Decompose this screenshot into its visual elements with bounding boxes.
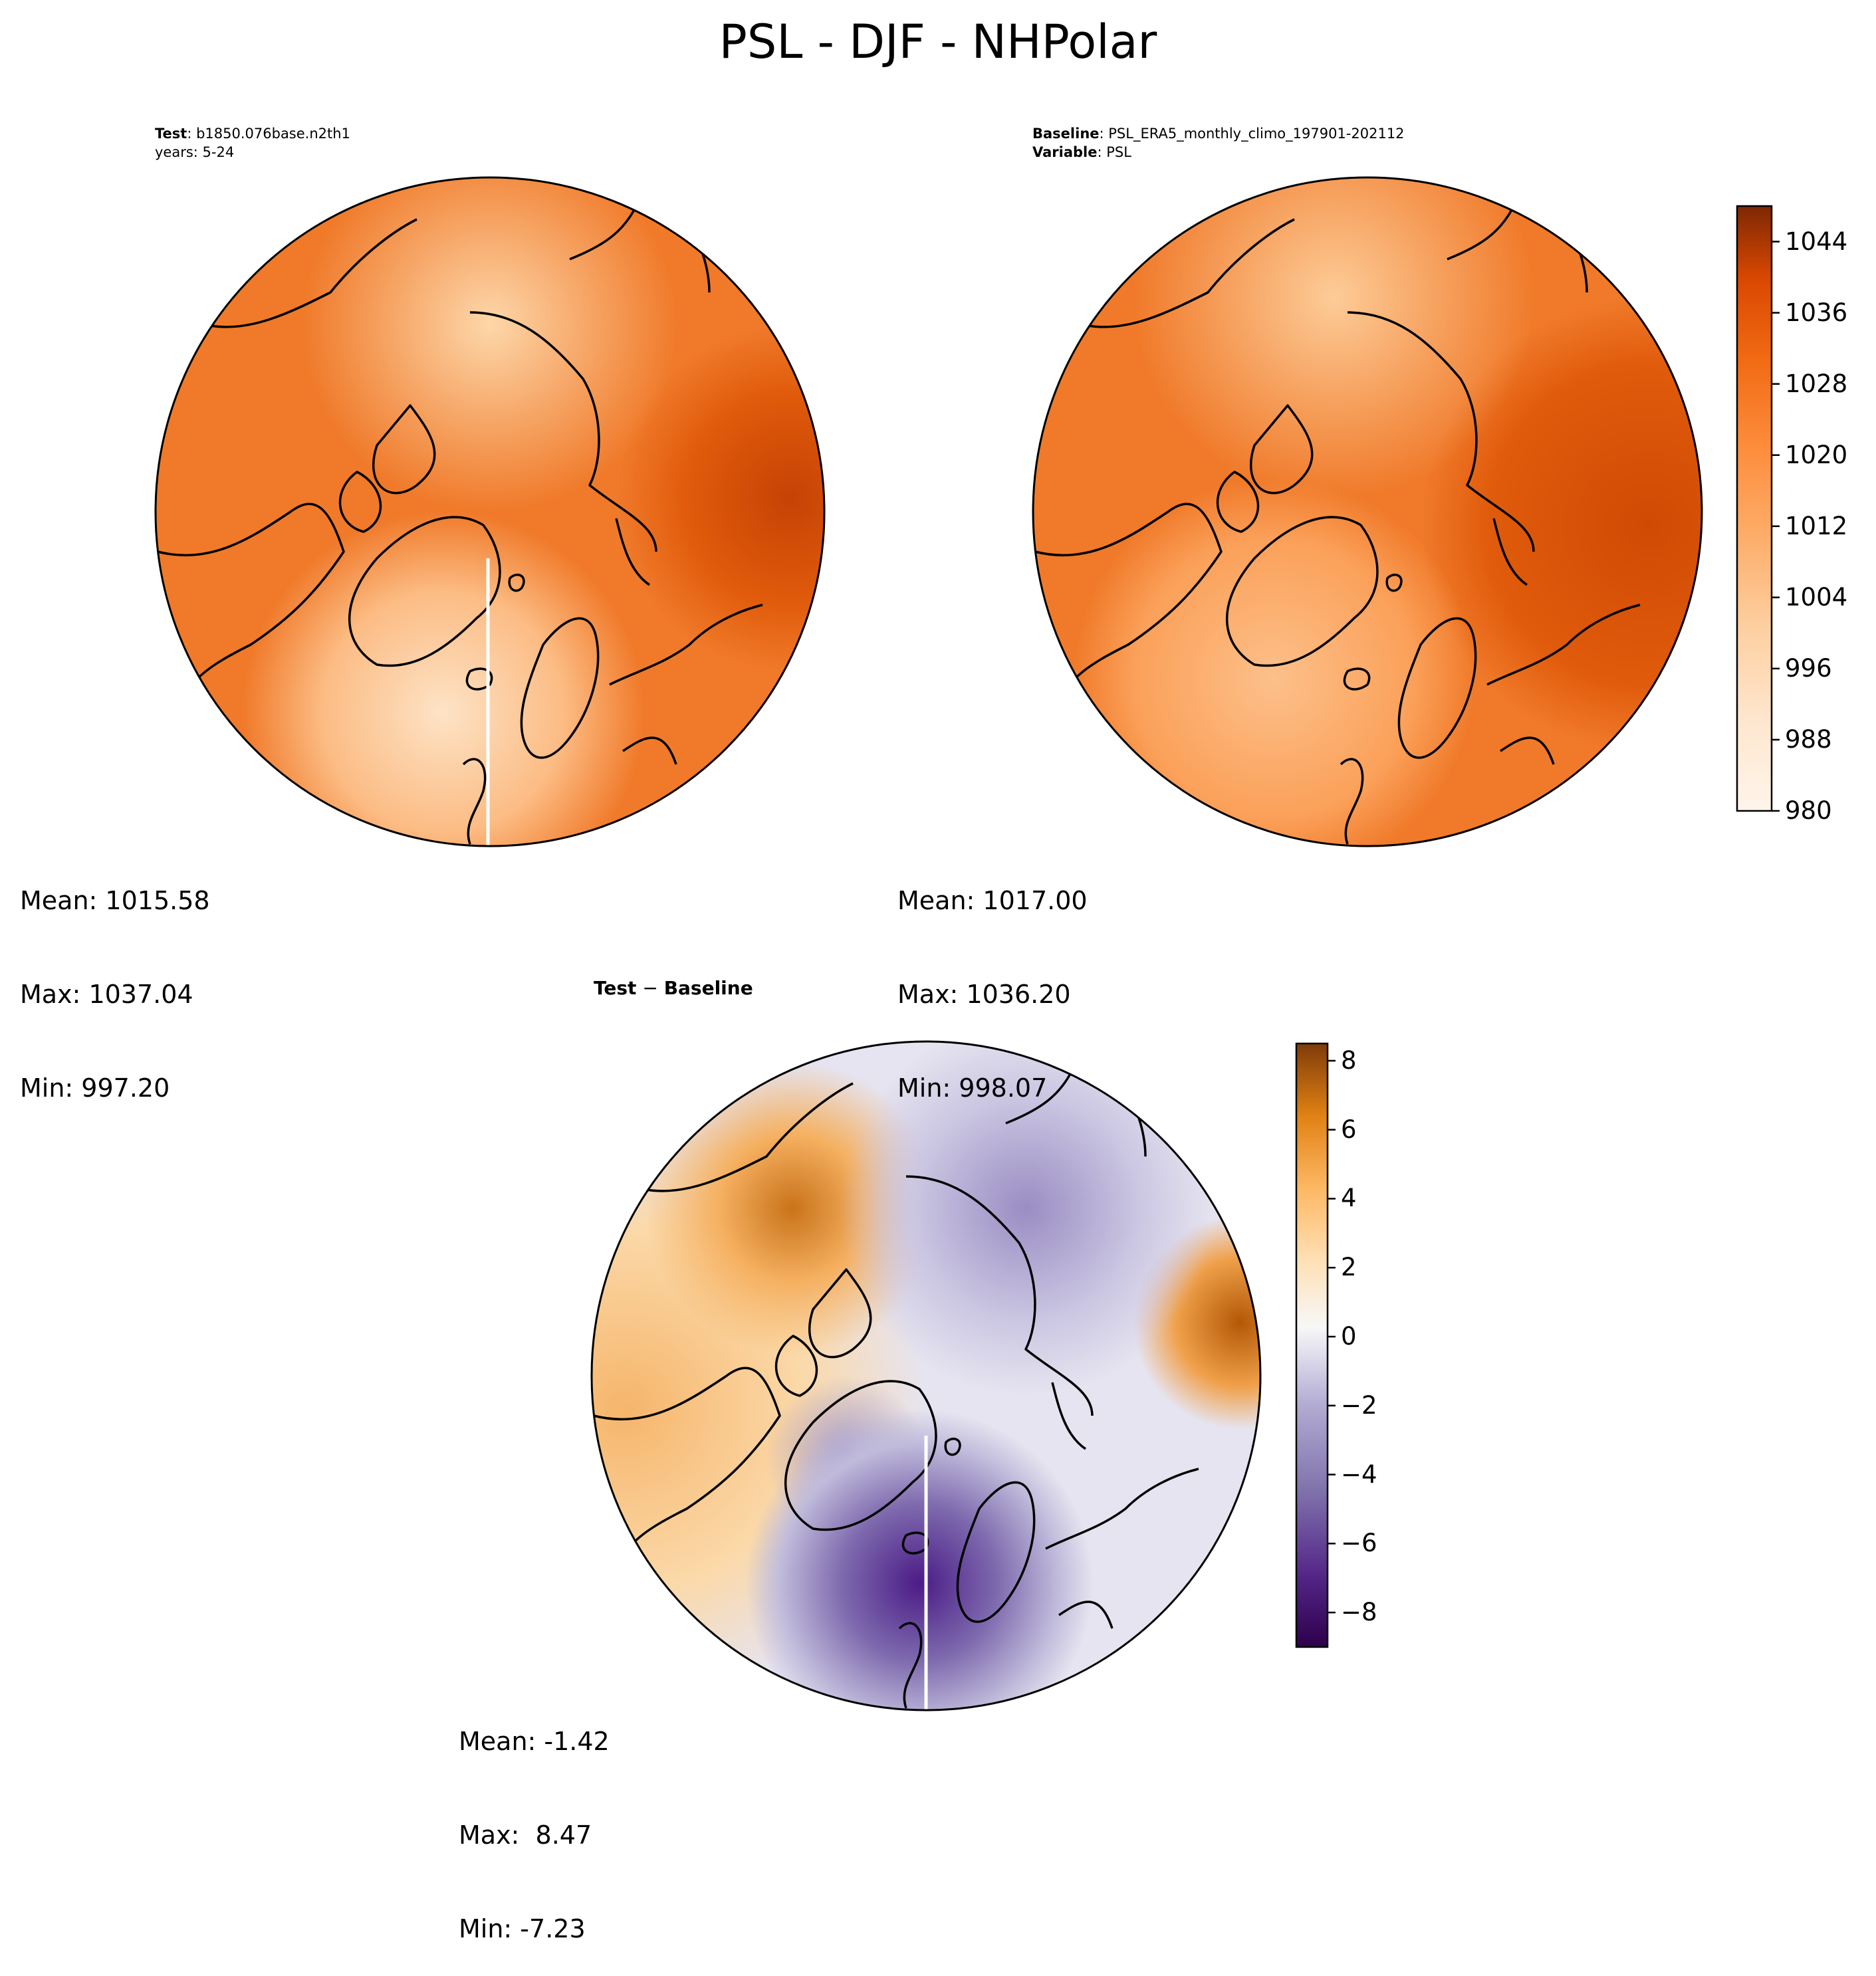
absolute-tick-label: 1004 [1785,582,1848,611]
diff-label-operator: − [636,977,664,999]
test-map [154,176,826,847]
baseline-mean: Mean: 1017.00 [897,886,1088,915]
diff-min: Min: -7.23 [459,1914,586,1943]
baseline-max: Max: 1036.20 [897,980,1071,1009]
diff-panel-header: Test − Baseline [594,977,753,999]
absolute-tick-label: 980 [1785,796,1832,825]
difference-tick-label: 4 [1341,1184,1357,1213]
absolute-tick-label: 996 [1785,653,1832,683]
difference-tick-label: 8 [1341,1045,1357,1075]
colorbar-difference [1295,1042,1336,1648]
figure-canvas [154,176,1780,1711]
test-years: years: 5-24 [155,144,235,160]
baseline-stats: Mean: 1017.00 Max: 1036.20 Min: 998.07 [897,823,1088,1135]
difference-tick-label: −6 [1341,1529,1377,1558]
baseline-map [1032,176,1703,847]
figure-title: PSL - DJF - NHPolar [719,15,1157,69]
difference-tick-label: −8 [1341,1598,1377,1627]
test-mean: Mean: 1015.58 [20,886,210,915]
baseline-panel-header: Baseline: PSL_ERA5_monthly_climo_197901-… [1032,124,1405,162]
variable-name: : PSL [1097,144,1131,160]
difference-tick-label: −4 [1341,1460,1377,1489]
difference-tick-label: 2 [1341,1253,1357,1282]
absolute-tick-label: 1036 [1785,298,1848,327]
absolute-tick-label: 1044 [1785,227,1848,256]
absolute-tick-label: 1028 [1785,369,1848,398]
absolute-tick-label: 988 [1785,724,1832,754]
test-min: Min: 997.20 [20,1073,170,1103]
absolute-tick-label: 1020 [1785,440,1848,469]
test-panel-header: Test: b1850.076base.n2th1 years: 5-24 [155,124,350,162]
baseline-min: Min: 998.07 [897,1073,1048,1103]
baseline-label: Baseline [1032,126,1100,142]
difference-tick-label: 0 [1341,1322,1357,1351]
difference-tick-label: −2 [1341,1390,1377,1420]
colorbar-absolute [1736,205,1780,812]
test-case-name: : b1850.076base.n2th1 [187,126,350,142]
diff-label-test: Test [594,977,637,999]
diff-stats: Mean: -1.42 Max: 8.47 Min: -7.23 [459,1664,610,1976]
variable-label: Variable [1032,144,1098,160]
test-label: Test [155,126,187,142]
diff-map [590,1040,1262,1711]
baseline-case-name: : PSL_ERA5_monthly_climo_197901-202112 [1099,126,1405,142]
diff-label-baseline: Baseline [663,977,753,999]
test-max: Max: 1037.04 [20,980,193,1009]
test-stats: Mean: 1015.58 Max: 1037.04 Min: 997.20 [20,823,210,1135]
difference-tick-label: 6 [1341,1115,1357,1144]
diff-mean: Mean: -1.42 [459,1727,610,1756]
absolute-tick-label: 1012 [1785,511,1848,540]
diff-max: Max: 8.47 [459,1820,592,1850]
